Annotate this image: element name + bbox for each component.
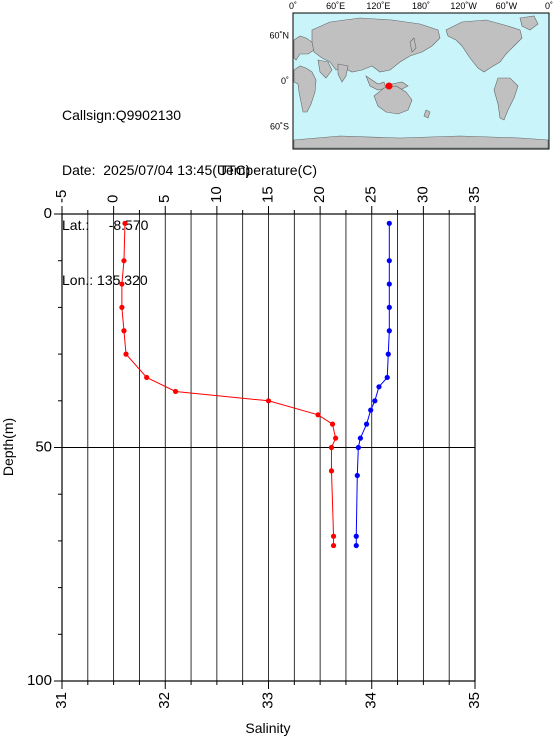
lat-value: -8.570 — [108, 217, 149, 233]
depth-tick-label: 0 — [44, 205, 52, 222]
temperature-line — [121, 223, 337, 546]
lat-row: Lat.: -8.570 — [62, 217, 149, 233]
map-lon-tick-label: 180˚ — [412, 1, 430, 11]
temperature-point — [121, 258, 127, 264]
salinity-point — [385, 351, 391, 357]
salinity-ticks: 31 32 33 34 35 — [53, 681, 483, 709]
map-lon-tick-label: 0˚ — [545, 1, 553, 11]
salinity-point — [386, 258, 392, 264]
salinity-point — [372, 398, 378, 404]
temperature-point — [119, 304, 125, 310]
temperature-tick-label: 15 — [259, 186, 276, 203]
temperature-point — [328, 468, 335, 474]
depth-axis-label: Depth(m) — [0, 418, 16, 476]
salinity-point — [384, 374, 390, 381]
salinity-tick-label: 32 — [156, 692, 173, 709]
temperature-point — [144, 374, 150, 381]
map-lon-tick-label: 60˚E — [326, 1, 345, 11]
map-top-ticks: 0˚ 60˚E 120˚E 180˚ 120˚W 60˚W 0˚ — [289, 1, 553, 11]
temperature-tick-label: -5 — [53, 190, 70, 203]
temperature-point — [330, 533, 337, 539]
map-land — [293, 15, 549, 149]
salinity-point — [363, 421, 370, 427]
temperature-point — [119, 281, 125, 287]
map-lon-tick-label: 60˚W — [496, 1, 518, 11]
map-lon-tick-label: 0˚ — [289, 1, 297, 11]
depth-tick-label: 50 — [35, 438, 52, 455]
salinity-axis-label: Salinity — [245, 720, 290, 736]
temperature-tick-label: 25 — [363, 186, 380, 203]
map-left-ticks: 60˚N 0˚ 60˚S — [269, 31, 289, 132]
salinity-tick-label: 35 — [466, 692, 483, 709]
temperature-point — [329, 421, 336, 427]
salinity-point — [353, 542, 359, 549]
date-value: 2025/07/04 13:45(UTC) — [103, 162, 251, 178]
map-lat-tick-label: 60˚N — [269, 31, 289, 41]
temperature-point — [330, 542, 337, 549]
temperature-point — [333, 435, 339, 441]
salinity-series — [353, 220, 392, 549]
depth-ticks: 0 50 100 — [27, 205, 62, 689]
temperature-point — [265, 398, 272, 404]
salinity-point — [357, 435, 363, 441]
map-lat-tick-label: 0˚ — [281, 76, 289, 86]
salinity-point — [368, 407, 374, 413]
salinity-tick-label: 33 — [259, 692, 276, 709]
callsign-row: Callsign:Q9902130 — [62, 107, 182, 123]
world-map: 0˚ 60˚E 120˚E 180˚ 120˚W 60˚W 0˚ 60˚N 0˚ 60˚S — [269, 1, 553, 150]
callsign-value: Q9902130 — [115, 107, 182, 123]
temperature-axis-label: Temperature(C) — [219, 162, 317, 178]
salinity-point — [353, 533, 359, 539]
salinity-line — [355, 223, 390, 546]
temperature-point — [122, 220, 128, 226]
temperature-tick-label: 5 — [156, 195, 173, 203]
salinity-tick-label: 34 — [363, 692, 380, 709]
salinity-point — [355, 444, 361, 451]
temperature-series — [119, 220, 339, 549]
salinity-point — [354, 472, 360, 479]
temperature-point — [121, 328, 127, 334]
temperature-point — [172, 388, 179, 395]
date-row: Date: 2025/07/04 13:45(UTC) — [62, 162, 251, 178]
temperature-tick-label: 10 — [208, 186, 225, 203]
map-lon-tick-label: 120˚E — [366, 1, 390, 11]
map-lat-tick-label: 60˚S — [270, 121, 289, 131]
temperature-tick-label: 0 — [105, 195, 122, 203]
temperature-point — [315, 412, 321, 418]
chart-grid — [62, 214, 475, 681]
salinity-tick-label: 31 — [53, 692, 70, 709]
temperature-tick-label: 30 — [414, 186, 431, 203]
temperature-ticks: -5 0 5 10 15 20 25 30 35 — [53, 186, 483, 214]
temperature-point — [328, 444, 335, 451]
temperature-tick-label: 20 — [311, 186, 328, 203]
salinity-point — [386, 220, 392, 226]
depth-tick-label: 100 — [27, 672, 52, 689]
salinity-point — [376, 384, 382, 390]
map-lon-tick-label: 120˚W — [450, 1, 477, 11]
series-layer — [119, 220, 392, 549]
salinity-point — [386, 281, 392, 287]
temperature-point — [123, 351, 129, 357]
salinity-point — [386, 304, 392, 310]
station-marker — [385, 82, 393, 90]
temperature-tick-label: 35 — [466, 186, 483, 203]
salinity-point — [386, 328, 392, 334]
